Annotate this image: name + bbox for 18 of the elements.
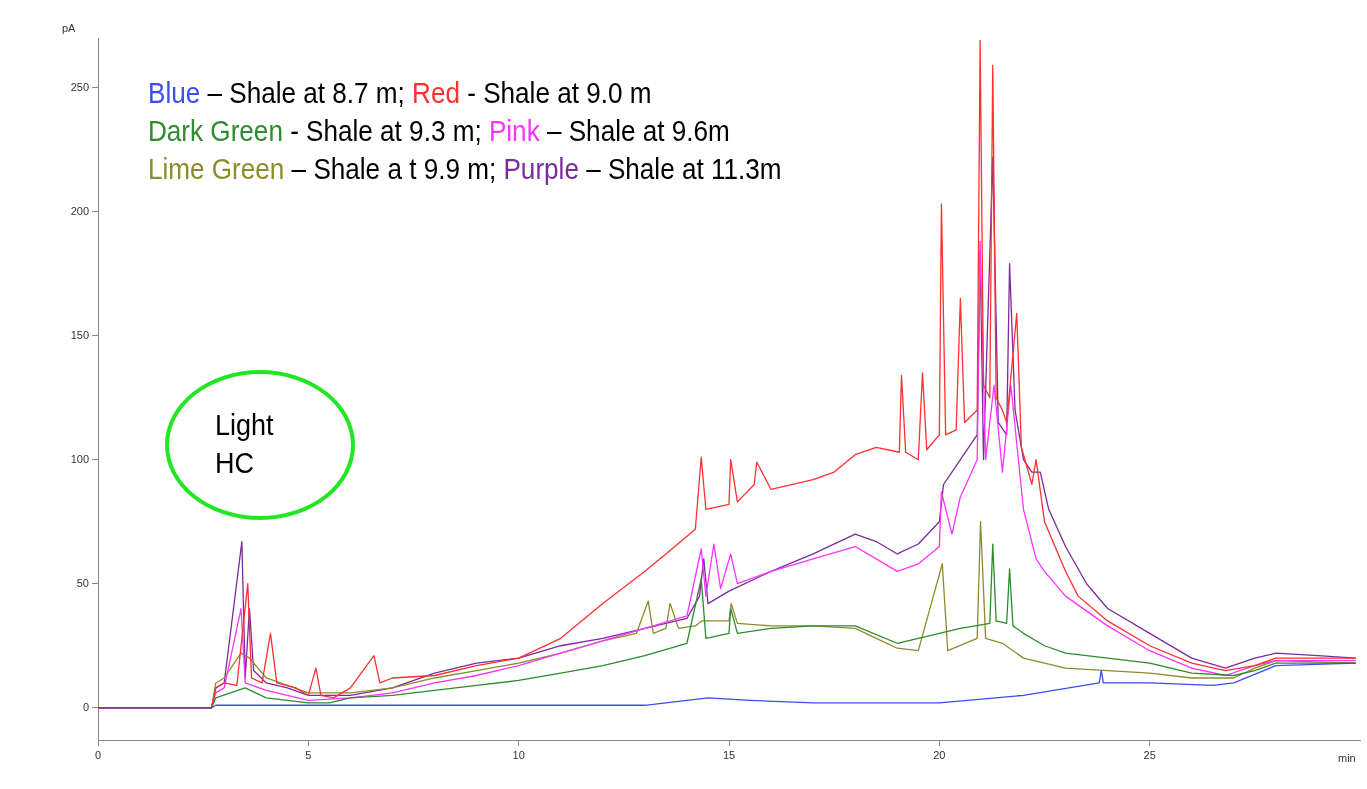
annotation: Light HC bbox=[215, 407, 275, 481]
x-tick-label: 20 bbox=[933, 748, 946, 761]
x-tick-label: 10 bbox=[512, 748, 525, 761]
x-tick-label: 5 bbox=[305, 748, 312, 761]
annotation: Blue – Shale at 8.7 m; Red - Shale at 9.0 m bbox=[148, 76, 653, 111]
y-tick-label: 50 bbox=[76, 576, 89, 589]
x-tick-label: 0 bbox=[94, 748, 102, 761]
y-tick-label: 150 bbox=[70, 328, 89, 341]
y-tick-label: 200 bbox=[70, 204, 89, 217]
x-axis-title: min bbox=[1338, 752, 1356, 764]
y-tick-label: 0 bbox=[82, 700, 89, 713]
x-tick-label: 25 bbox=[1143, 748, 1156, 761]
x-tick-label: 15 bbox=[722, 748, 736, 761]
annotation: Dark Green - Shale at 9.3 m; Pink – Shale at 9.6m bbox=[148, 114, 731, 149]
y-tick-label: 250 bbox=[70, 80, 89, 93]
y-tick-label: 100 bbox=[70, 452, 89, 465]
y-axis-title: pA bbox=[62, 22, 76, 34]
annotation: Lime Green – Shale a t 9.9 m; Purple – Shale at 11.3m bbox=[148, 152, 782, 187]
